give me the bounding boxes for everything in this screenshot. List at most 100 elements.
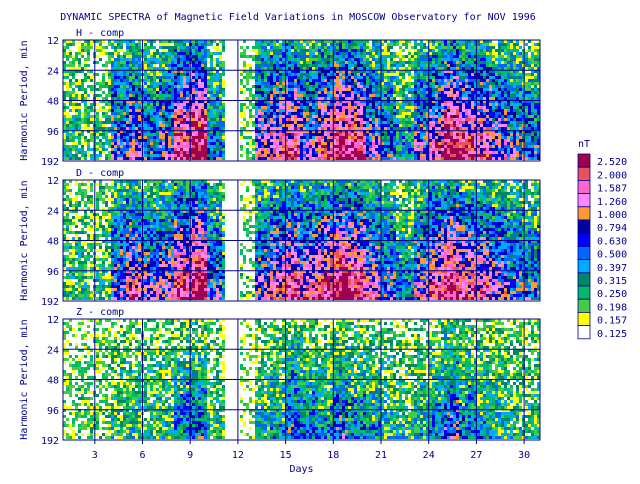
heatmap-cell — [252, 79, 255, 82]
heatmap-cell — [339, 127, 342, 130]
heatmap-cell — [354, 82, 357, 85]
heatmap-cell — [435, 133, 438, 136]
heatmap-cell — [354, 157, 357, 160]
heatmap-cell — [321, 154, 324, 157]
heatmap-cell — [324, 79, 327, 82]
heatmap-cell — [399, 49, 402, 52]
heatmap-cell — [387, 91, 390, 94]
heatmap-cell — [402, 64, 405, 67]
heatmap-cell — [132, 139, 135, 142]
heatmap-cell — [417, 61, 420, 64]
heatmap-cell — [120, 85, 123, 88]
heatmap-cell — [342, 124, 345, 127]
heatmap-cell — [441, 148, 444, 151]
heatmap-cell — [138, 73, 141, 76]
heatmap-cell — [390, 61, 393, 64]
heatmap-cell — [114, 97, 117, 100]
heatmap-cell — [240, 88, 243, 91]
heatmap-cell — [120, 91, 123, 94]
heatmap-cell — [186, 61, 189, 64]
heatmap-cell — [384, 127, 387, 130]
heatmap-cell — [309, 85, 312, 88]
heatmap-cell — [147, 112, 150, 115]
heatmap-cell — [435, 127, 438, 130]
heatmap-cell — [192, 58, 195, 61]
heatmap-cell — [369, 139, 372, 142]
heatmap-cell — [135, 124, 138, 127]
heatmap-cell — [216, 49, 219, 52]
heatmap-cell — [168, 154, 171, 157]
heatmap-cell — [123, 76, 126, 79]
heatmap-cell — [114, 154, 117, 157]
heatmap-cell — [420, 154, 423, 157]
heatmap-cell — [363, 133, 366, 136]
heatmap-cell — [198, 52, 201, 55]
heatmap-cell — [363, 145, 366, 148]
heatmap-cell — [432, 151, 435, 154]
heatmap-cell — [126, 73, 129, 76]
heatmap-cell — [363, 67, 366, 70]
heatmap-cell — [345, 73, 348, 76]
heatmap-cell — [156, 97, 159, 100]
heatmap-cell — [186, 148, 189, 151]
heatmap-cell — [102, 46, 105, 49]
heatmap-cell — [441, 106, 444, 109]
heatmap-cell — [420, 82, 423, 85]
heatmap-cell — [309, 79, 312, 82]
heatmap-cell — [390, 157, 393, 160]
heatmap-cell — [321, 127, 324, 130]
heatmap-cell — [249, 121, 252, 124]
heatmap-cell — [357, 79, 360, 82]
heatmap-cell — [441, 52, 444, 55]
heatmap-cell — [210, 106, 213, 109]
heatmap-cell — [159, 127, 162, 130]
heatmap-cell — [450, 121, 453, 124]
heatmap-cell — [432, 118, 435, 121]
heatmap-cell — [195, 49, 198, 52]
heatmap-cell — [390, 115, 393, 118]
heatmap-cell — [204, 58, 207, 61]
heatmap-cell — [264, 43, 267, 46]
heatmap-cell — [375, 127, 378, 130]
heatmap-cell — [294, 142, 297, 145]
heatmap-cell — [162, 91, 165, 94]
heatmap-cell — [123, 97, 126, 100]
heatmap-cell — [345, 82, 348, 85]
heatmap-cell — [336, 109, 339, 112]
heatmap-cell — [198, 55, 201, 58]
heatmap-cell — [69, 52, 72, 55]
heatmap-cell — [162, 145, 165, 148]
heatmap-cell — [291, 145, 294, 148]
heatmap-cell — [222, 121, 225, 124]
heatmap-cell — [66, 55, 69, 58]
heatmap-cell — [99, 58, 102, 61]
heatmap-cell — [210, 154, 213, 157]
heatmap-cell — [366, 49, 369, 52]
heatmap-cell — [390, 73, 393, 76]
heatmap-cell — [246, 46, 249, 49]
heatmap-cell — [345, 109, 348, 112]
heatmap-cell — [315, 76, 318, 79]
heatmap-cell — [384, 157, 387, 160]
heatmap-cell — [255, 55, 258, 58]
heatmap-cell — [423, 151, 426, 154]
heatmap-cell — [291, 76, 294, 79]
heatmap-cell — [399, 46, 402, 49]
heatmap-cell — [441, 82, 444, 85]
heatmap-cell — [198, 124, 201, 127]
heatmap-cell — [186, 91, 189, 94]
heatmap-cell — [66, 85, 69, 88]
heatmap-cell — [198, 94, 201, 97]
heatmap-cell — [411, 73, 414, 76]
heatmap-cell — [396, 49, 399, 52]
heatmap-cell — [120, 112, 123, 115]
heatmap-cell — [75, 91, 78, 94]
heatmap-cell — [246, 82, 249, 85]
heatmap-cell — [342, 148, 345, 151]
heatmap-cell — [330, 157, 333, 160]
heatmap-cell — [111, 58, 114, 61]
heatmap-cell — [369, 79, 372, 82]
heatmap-cell — [288, 64, 291, 67]
heatmap-cell — [108, 148, 111, 151]
heatmap-cell — [174, 55, 177, 58]
